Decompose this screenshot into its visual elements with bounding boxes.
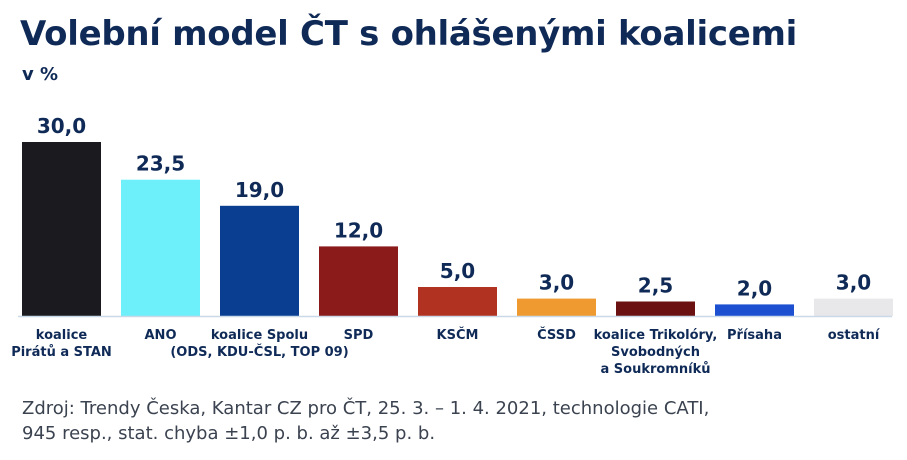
bar-8 [814,298,893,316]
category-label-3-line-0: SPD [344,328,374,343]
value-label-0: 30,0 [37,114,86,138]
source-line-2: 945 resp., stat. chyba ±1,0 p. b. až ±3,… [22,423,436,444]
bar-4 [418,287,497,316]
bar-5 [517,298,596,316]
category-label-6-line-1: Svobodných [611,345,700,360]
value-label-5: 3,0 [539,271,574,295]
value-label-2: 19,0 [235,178,284,202]
bar-6 [616,301,695,316]
value-label-7: 2,0 [737,276,772,300]
category-label-6-line-2: a Soukromníků [601,362,711,377]
value-label-4: 5,0 [440,259,475,283]
category-label-4-line-0: KSČM [437,327,479,343]
source-note: Zdroj: Trendy Česka, Kantar CZ pro ČT, 2… [22,396,882,446]
category-label-7-line-0: Přísaha [727,328,782,343]
unit-label: v % [22,64,59,85]
chart-title: Volební model ČT s ohlášenými koalicemi [20,14,797,54]
category-label-2-line-0: koalice Spolu [211,328,308,343]
value-label-6: 2,5 [638,274,673,298]
bar-2 [220,205,299,316]
category-labels-group: koalice Pirátů a STAN ANO koalice Spolu(ODS… [11,327,881,377]
value-label-1: 23,5 [136,152,185,176]
category-label-2-line-1: (ODS, KDU-ČSL, TOP 09) [170,344,348,360]
category-label-5-line-0: ČSSD [537,327,576,343]
source-line-1: Zdroj: Trendy Česka, Kantar CZ pro ČT, 2… [22,398,710,419]
value-label-3: 12,0 [334,218,383,242]
category-label-0-line-1: Pirátů a STAN [11,345,112,360]
value-label-8: 3,0 [836,271,871,295]
category-label-8-line-0: ostatní [828,328,881,343]
bar-1 [121,179,200,316]
bar-7 [715,304,794,316]
category-label-6-line-0: koalice Trikolóry, [594,328,718,343]
category-label-0-line-0: koalice [36,328,88,343]
category-label-1-line-0: ANO [145,328,177,343]
bar-chart: 30,0 23,5 19,0 12,0 5,0 3,0 2,5 2,0 3,0 koalice P… [11,114,893,377]
bars-group [22,142,893,316]
bar-0 [22,142,101,316]
bar-3 [319,246,398,316]
value-labels-group: 30,0 23,5 19,0 12,0 5,0 3,0 2,5 2,0 3,0 [37,114,871,300]
